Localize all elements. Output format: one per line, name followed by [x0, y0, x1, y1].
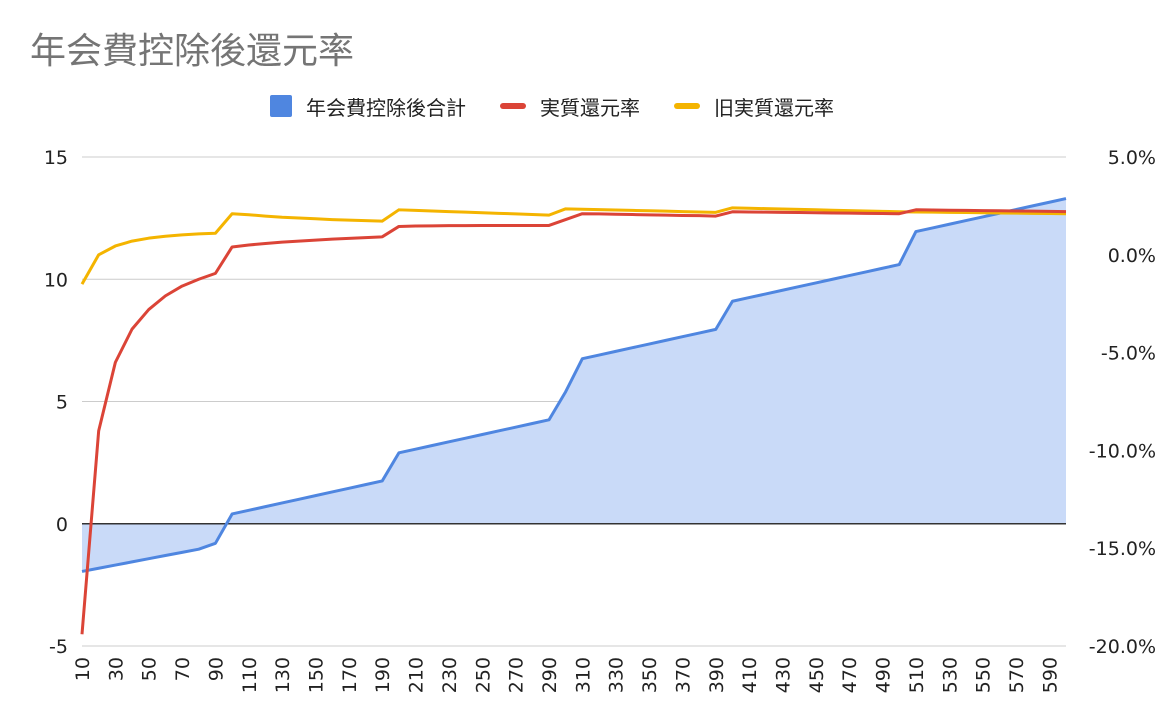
x-tick-label: 290: [539, 657, 561, 693]
y-tick-label: 10: [44, 269, 68, 291]
legend-swatch-effective-rate: [500, 103, 526, 109]
x-tick-label: 50: [139, 657, 161, 681]
x-tick-label: 250: [472, 657, 494, 693]
x-tick-label: 230: [439, 657, 461, 693]
y-tick-label: 5: [56, 392, 68, 414]
y-tick-label: 15: [44, 147, 68, 169]
x-tick-label: 570: [1006, 657, 1028, 693]
x-tick-label: 170: [339, 657, 361, 693]
x-tick-label: 190: [372, 657, 394, 693]
x-tick-label: 30: [105, 657, 127, 681]
y2-tick-label: 5.0%: [1108, 147, 1156, 169]
x-tick-label: 350: [639, 657, 661, 693]
x-tick-label: 530: [939, 657, 961, 693]
chart-title: 年会費控除後還元率: [30, 31, 355, 72]
x-tick-label: 270: [506, 657, 528, 693]
legend-item-total: 年会費控除後合計: [270, 92, 466, 121]
x-tick-label: 10: [72, 657, 94, 681]
x-tick-label: 450: [806, 657, 828, 693]
x-tick-label: 150: [305, 657, 327, 693]
x-tick-label: 210: [406, 657, 428, 693]
x-tick-label: 490: [873, 657, 895, 693]
y-tick-label: 0: [56, 514, 68, 536]
series-line-total: [81, 197, 1067, 573]
x-tick-label: 330: [606, 657, 628, 693]
legend-swatch-old-effective-rate: [674, 103, 700, 109]
y2-tick-label: -20.0%: [1089, 636, 1156, 658]
y2-tick-label: 0.0%: [1108, 245, 1156, 267]
x-tick-label: 70: [172, 657, 194, 681]
legend-label-effective-rate: 実質還元率: [540, 95, 640, 120]
x-tick-label: 90: [205, 657, 227, 681]
y2-tick-label: -5.0%: [1101, 343, 1156, 365]
area-fill-total: [82, 198, 1066, 572]
legend: 年会費控除後合計 実質還元率 旧実質還元率: [270, 90, 868, 122]
y-tick-label: -5: [49, 636, 68, 658]
legend-swatch-total: [270, 95, 292, 117]
x-tick-label: 470: [839, 657, 861, 693]
legend-item-effective-rate: 実質還元率: [500, 92, 640, 121]
x-tick-label: 370: [672, 657, 694, 693]
x-tick-label: 430: [772, 657, 794, 693]
x-tick-label: 310: [572, 657, 594, 693]
series-line-effective-rate: [80, 208, 1067, 635]
y2-tick-label: -10.0%: [1089, 440, 1156, 462]
x-tick-label: 110: [239, 657, 261, 693]
x-tick-label: 590: [1039, 657, 1061, 693]
x-tick-label: 550: [973, 657, 995, 693]
legend-label-total: 年会費控除後合計: [306, 95, 466, 120]
y2-tick-label: -15.0%: [1089, 538, 1156, 560]
x-tick-label: 390: [706, 657, 728, 693]
legend-item-old-effective-rate: 旧実質還元率: [674, 92, 834, 121]
x-tick-label: 130: [272, 657, 294, 693]
x-tick-label: 410: [739, 657, 761, 693]
legend-label-old-effective-rate: 旧実質還元率: [714, 95, 834, 120]
x-tick-label: 510: [906, 657, 928, 693]
